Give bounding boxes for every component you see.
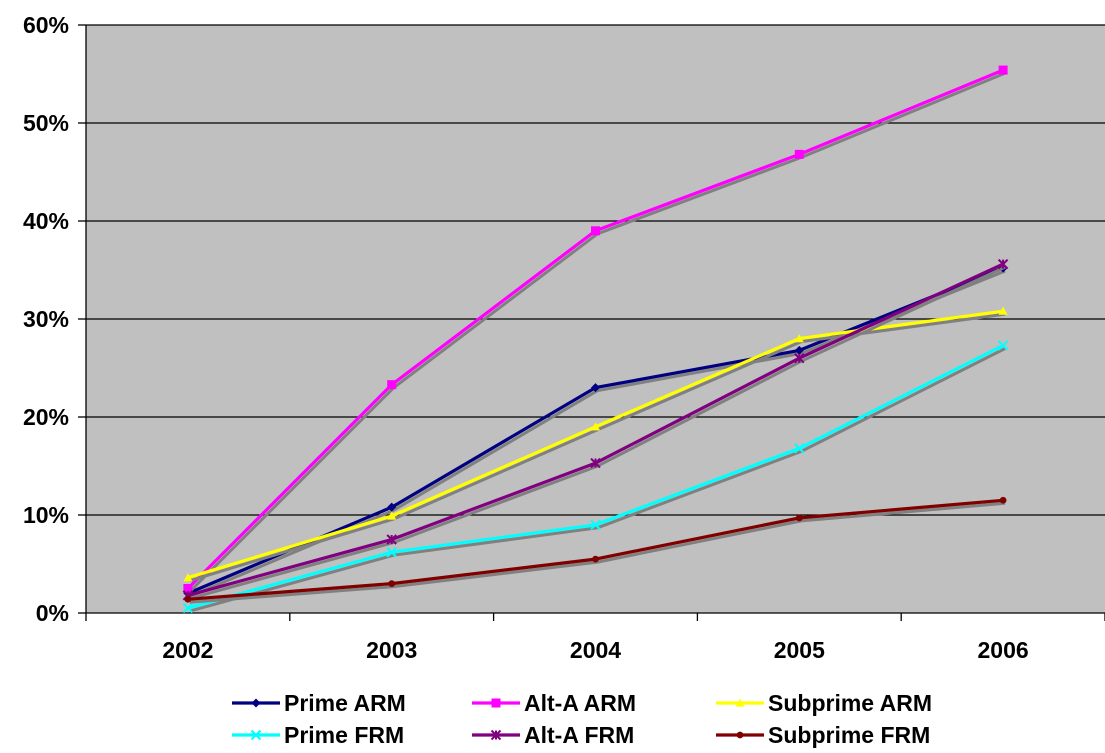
legend-label: Subprime FRM — [768, 721, 931, 748]
data-point — [183, 584, 193, 593]
data-point — [999, 496, 1007, 504]
x-tick-label: 2006 — [978, 637, 1029, 663]
y-tick-label: 10% — [23, 502, 69, 528]
data-point — [998, 306, 1008, 315]
data-point — [387, 380, 397, 390]
x-tick-labels: 2002 2003 2004 2005 2006 — [162, 637, 1028, 663]
data-point — [794, 149, 804, 159]
legend: Prime ARM Alt-A ARM Subprime ARM Prime FRM A… — [0, 687, 1105, 753]
legend-swatch — [472, 729, 520, 741]
legend-swatch — [232, 698, 280, 708]
data-point — [387, 502, 397, 512]
series-alt-a-frm — [182, 258, 1009, 601]
x-tick-label: 2004 — [570, 637, 621, 663]
data-point — [591, 226, 600, 236]
data-point — [592, 555, 599, 563]
series-alt-a-arm — [183, 65, 1008, 593]
legend-swatch — [232, 729, 280, 741]
data-point — [998, 65, 1008, 75]
series-layer — [182, 65, 1009, 614]
data-point — [794, 352, 805, 364]
data-point — [997, 340, 1009, 351]
data-point — [386, 547, 397, 558]
legend-item: Subprime FRM — [716, 720, 930, 750]
y-tick-label: 20% — [23, 404, 69, 430]
data-point — [794, 443, 805, 454]
data-point — [794, 345, 804, 355]
data-point — [997, 258, 1009, 270]
y-tick-labels: 0% 10% 20% 30% 40% 50% 60% — [23, 12, 69, 626]
axes — [85, 25, 1105, 621]
data-point — [184, 595, 192, 603]
legend-swatch — [716, 698, 764, 707]
data-point — [388, 580, 396, 587]
chart-canvas: 0%10%20%30%40%50%60% 2002 2003 2004 2005 200… — [23, 12, 1105, 663]
legend-item: Alt-A FRM — [472, 720, 634, 750]
data-point — [590, 457, 601, 469]
legend-item: Subprime ARM — [716, 688, 932, 718]
y-tick-label: 30% — [23, 306, 69, 332]
data-point — [387, 511, 397, 520]
x-tick-label: 2005 — [774, 637, 825, 663]
y-tick-label: 60% — [23, 12, 69, 38]
y-tick-label: 50% — [23, 110, 69, 136]
legend-item: Prime FRM — [232, 720, 404, 750]
data-point — [182, 602, 194, 614]
data-point — [794, 334, 804, 343]
data-point — [386, 534, 397, 545]
legend-label: Alt-A ARM — [524, 689, 636, 716]
legend-swatch — [716, 731, 764, 739]
legend-label: Alt-A FRM — [524, 721, 635, 748]
y-tick-label: 0% — [36, 600, 69, 626]
legend-item: Alt-A ARM — [472, 688, 636, 718]
series-line-shadow — [189, 501, 1006, 604]
series-prime-frm — [182, 340, 1009, 614]
x-tick-label: 2003 — [366, 637, 417, 663]
data-point — [183, 573, 193, 582]
y-tick-label: 40% — [23, 208, 69, 234]
series-subprime-frm — [184, 496, 1007, 604]
x-tick-label: 2002 — [162, 637, 213, 663]
data-point — [591, 383, 600, 393]
data-point — [795, 514, 803, 522]
data-point — [590, 519, 601, 531]
data-point — [591, 422, 600, 431]
legend-label: Prime FRM — [284, 721, 405, 748]
legend-label: Subprime ARM — [768, 689, 932, 716]
legend-swatch — [472, 698, 520, 708]
legend-item: Prime ARM — [232, 688, 406, 718]
legend-label: Prime ARM — [284, 689, 406, 716]
